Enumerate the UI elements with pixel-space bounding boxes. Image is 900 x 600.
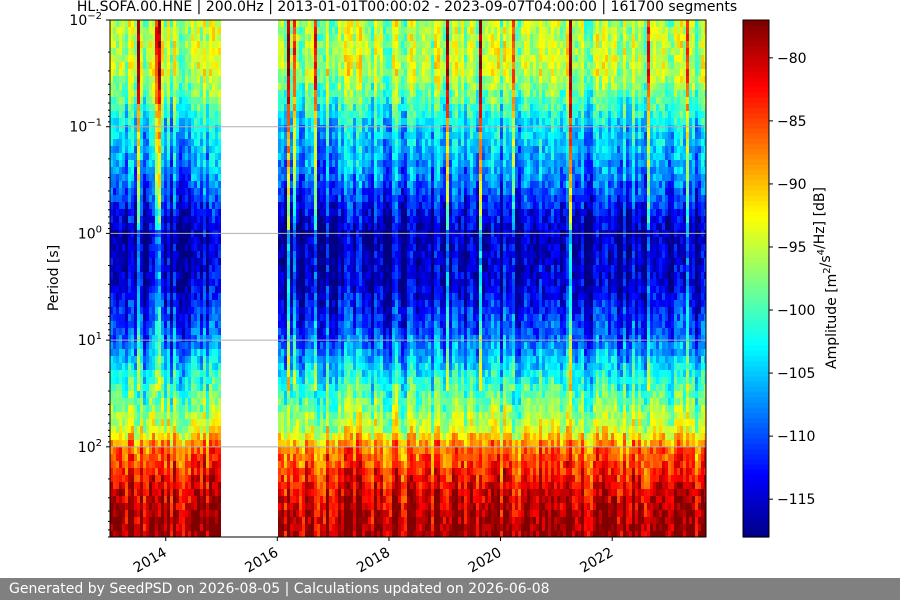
colorbar-tick-label: −110 [777, 429, 815, 445]
colorbar-tick-label: −105 [777, 366, 815, 382]
plot-frame [109, 19, 707, 538]
colorbar [743, 20, 769, 538]
y-axis-ticks: 10−2 10−1 100 101 102 [69, 11, 110, 538]
colorbar-frame [742, 19, 770, 538]
x-tick-label: 2020 [466, 545, 505, 577]
y-axis-label: Period [s] [46, 245, 62, 311]
colorbar-tick-label: −85 [777, 114, 807, 130]
chart-title: HL.SOFA.00.HNE | 200.0Hz | 2013-01-01T00… [77, 0, 737, 15]
y-tick-label: 101 [78, 331, 102, 349]
colorbar-tick-label: −90 [777, 177, 807, 193]
colorbar-tick-label: −95 [777, 240, 807, 256]
footer-bar: Generated by SeedPSD on 2026-08-05 | Cal… [0, 578, 900, 600]
heatmap-cells [110, 20, 706, 537]
colorbar-tick-label: −115 [777, 492, 815, 508]
colorbar-label: Amplitude [m2/s4/Hz] [dB] [812, 187, 840, 369]
colorbar-ticks: −80 −85 −90 −95 −100 −105 −110 −115 [769, 51, 815, 508]
y-tick-label: 10−1 [69, 118, 102, 136]
x-tick-label: 2016 [242, 545, 281, 577]
y-tick-label: 100 [78, 224, 102, 242]
footer-text: Generated by SeedPSD on 2026-08-05 | Cal… [9, 581, 550, 597]
psd-heatmap-chart: HL.SOFA.00.HNE | 200.0Hz | 2013-01-01T00… [46, 0, 840, 576]
x-tick-label: 2022 [577, 545, 616, 577]
x-axis-ticks: 2014 2016 2018 2020 2022 [131, 537, 616, 576]
y-tick-label: 10−2 [69, 11, 102, 29]
x-tick-label: 2018 [354, 545, 393, 577]
colorbar-tick-label: −80 [777, 51, 807, 67]
colorbar-tick-label: −100 [777, 303, 815, 319]
x-tick-label: 2014 [131, 545, 170, 577]
y-tick-label: 102 [78, 438, 102, 456]
